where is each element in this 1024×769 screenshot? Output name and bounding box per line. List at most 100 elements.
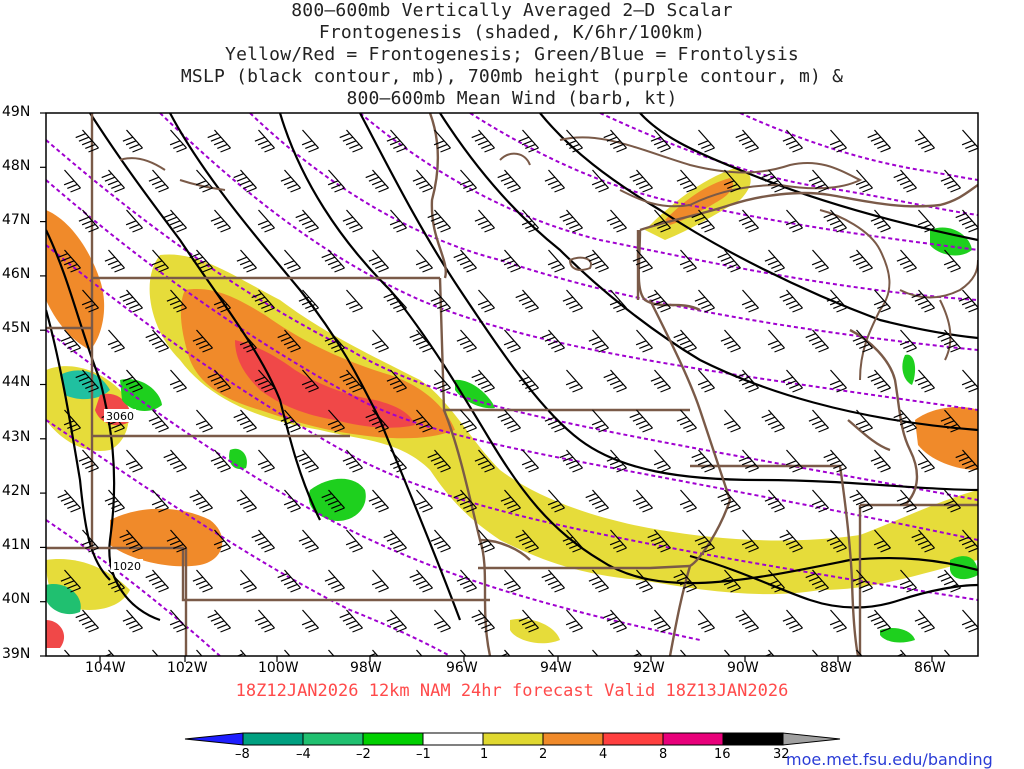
lat-label-47n: 47N [2,212,31,228]
wind-barb [911,289,935,313]
wind-barb [632,489,653,513]
wind-barb [284,649,291,656]
wind-barb [629,409,653,433]
wind-barb [386,369,407,393]
wind-barb [213,529,231,553]
wind-barb [389,209,407,233]
wind-barb [632,249,653,273]
wind-barb [195,169,213,193]
lat-label-46n: 46N [2,266,31,282]
wind-barb [811,249,829,273]
wind-barb [592,649,599,656]
wind-barb [213,289,231,313]
wind-barb [518,609,539,633]
wind-barb [735,609,759,633]
wind-barb [609,289,627,313]
wind-barb [635,329,653,353]
wind-barb [914,609,935,633]
wind-barb [937,329,961,353]
wind-barb [433,369,451,393]
wind-barb [741,289,759,313]
lon-label-88w: 88W [820,660,852,676]
wind-barb [280,169,301,193]
wind-barb [119,529,143,553]
wind-barb [767,329,785,353]
wind-barb [339,129,363,153]
wind-barb [518,369,539,393]
wind-barb [694,289,715,313]
wind-barb [911,529,935,553]
wind-barb [559,209,583,233]
lon-label-96w: 96W [446,660,478,676]
wind-barb [761,409,785,433]
wind-barb [609,529,627,553]
wind-barb [914,369,935,393]
wind-barb [547,489,565,513]
wind-barb [233,409,257,433]
wind-barb [735,369,759,393]
wind-barb [415,489,433,513]
wind-barb [477,289,495,313]
lon-label-90w: 90W [727,660,759,676]
wind-barb [125,209,143,233]
wind-barb [544,169,565,193]
wind-barb [233,169,257,193]
wind-barb [679,249,697,273]
wind-barb [148,169,169,193]
wind-barb [961,129,978,153]
colorbar-label: –8 [235,747,250,762]
colorbar-label: –4 [296,747,311,762]
wind-barb [151,489,169,513]
wind-barb [163,449,187,473]
wind-barb [829,369,847,393]
wind-barb [148,409,169,433]
wind-barb [280,409,301,433]
colorbar-left-arrow [184,732,244,746]
wind-barb [723,409,741,433]
lat-label-43n: 43N [2,429,31,445]
lon-label-94w: 94W [540,660,572,676]
wind-barb [239,329,257,353]
wind-barb [812,649,819,656]
wind-barb [57,489,81,513]
wind-barb [430,529,451,553]
colorbar-label: 2 [539,747,548,762]
wind-barb [650,609,671,633]
wind-barb [460,649,467,656]
wind-barb [785,209,803,233]
wind-barb [585,249,609,273]
wind-barb [779,289,803,313]
wind-barb [647,289,671,313]
wind-barb [251,529,275,553]
colorbar [184,732,841,746]
wind-barb [955,449,978,473]
wind-barb [562,529,583,553]
wind-barb [585,489,609,513]
lon-label-92w: 92W [633,660,665,676]
wind-barb [152,649,159,656]
wind-barb [78,449,99,473]
wind-barb [339,609,363,633]
wind-barb [782,609,803,633]
wind-barb [371,329,389,353]
colorbar-right-arrow [782,732,841,746]
wind-barb [75,369,99,393]
lat-label-49n: 49N [2,104,31,120]
wind-barb [298,529,319,553]
wind-barb [368,649,379,656]
wind-barb [151,249,169,273]
wind-barb [697,129,715,153]
wind-barb [104,489,125,513]
wind-barb [368,249,389,273]
wind-barb [409,329,433,353]
lon-label-86w: 86W [914,660,946,676]
wind-barb [680,649,687,656]
wind-barb [169,129,187,153]
wind-barb [697,369,715,393]
lon-label-100w: 100W [258,660,299,676]
wind-barb [342,209,363,233]
wind-barb [606,449,627,473]
wind-barb [459,409,477,433]
wind-barb [196,649,203,656]
